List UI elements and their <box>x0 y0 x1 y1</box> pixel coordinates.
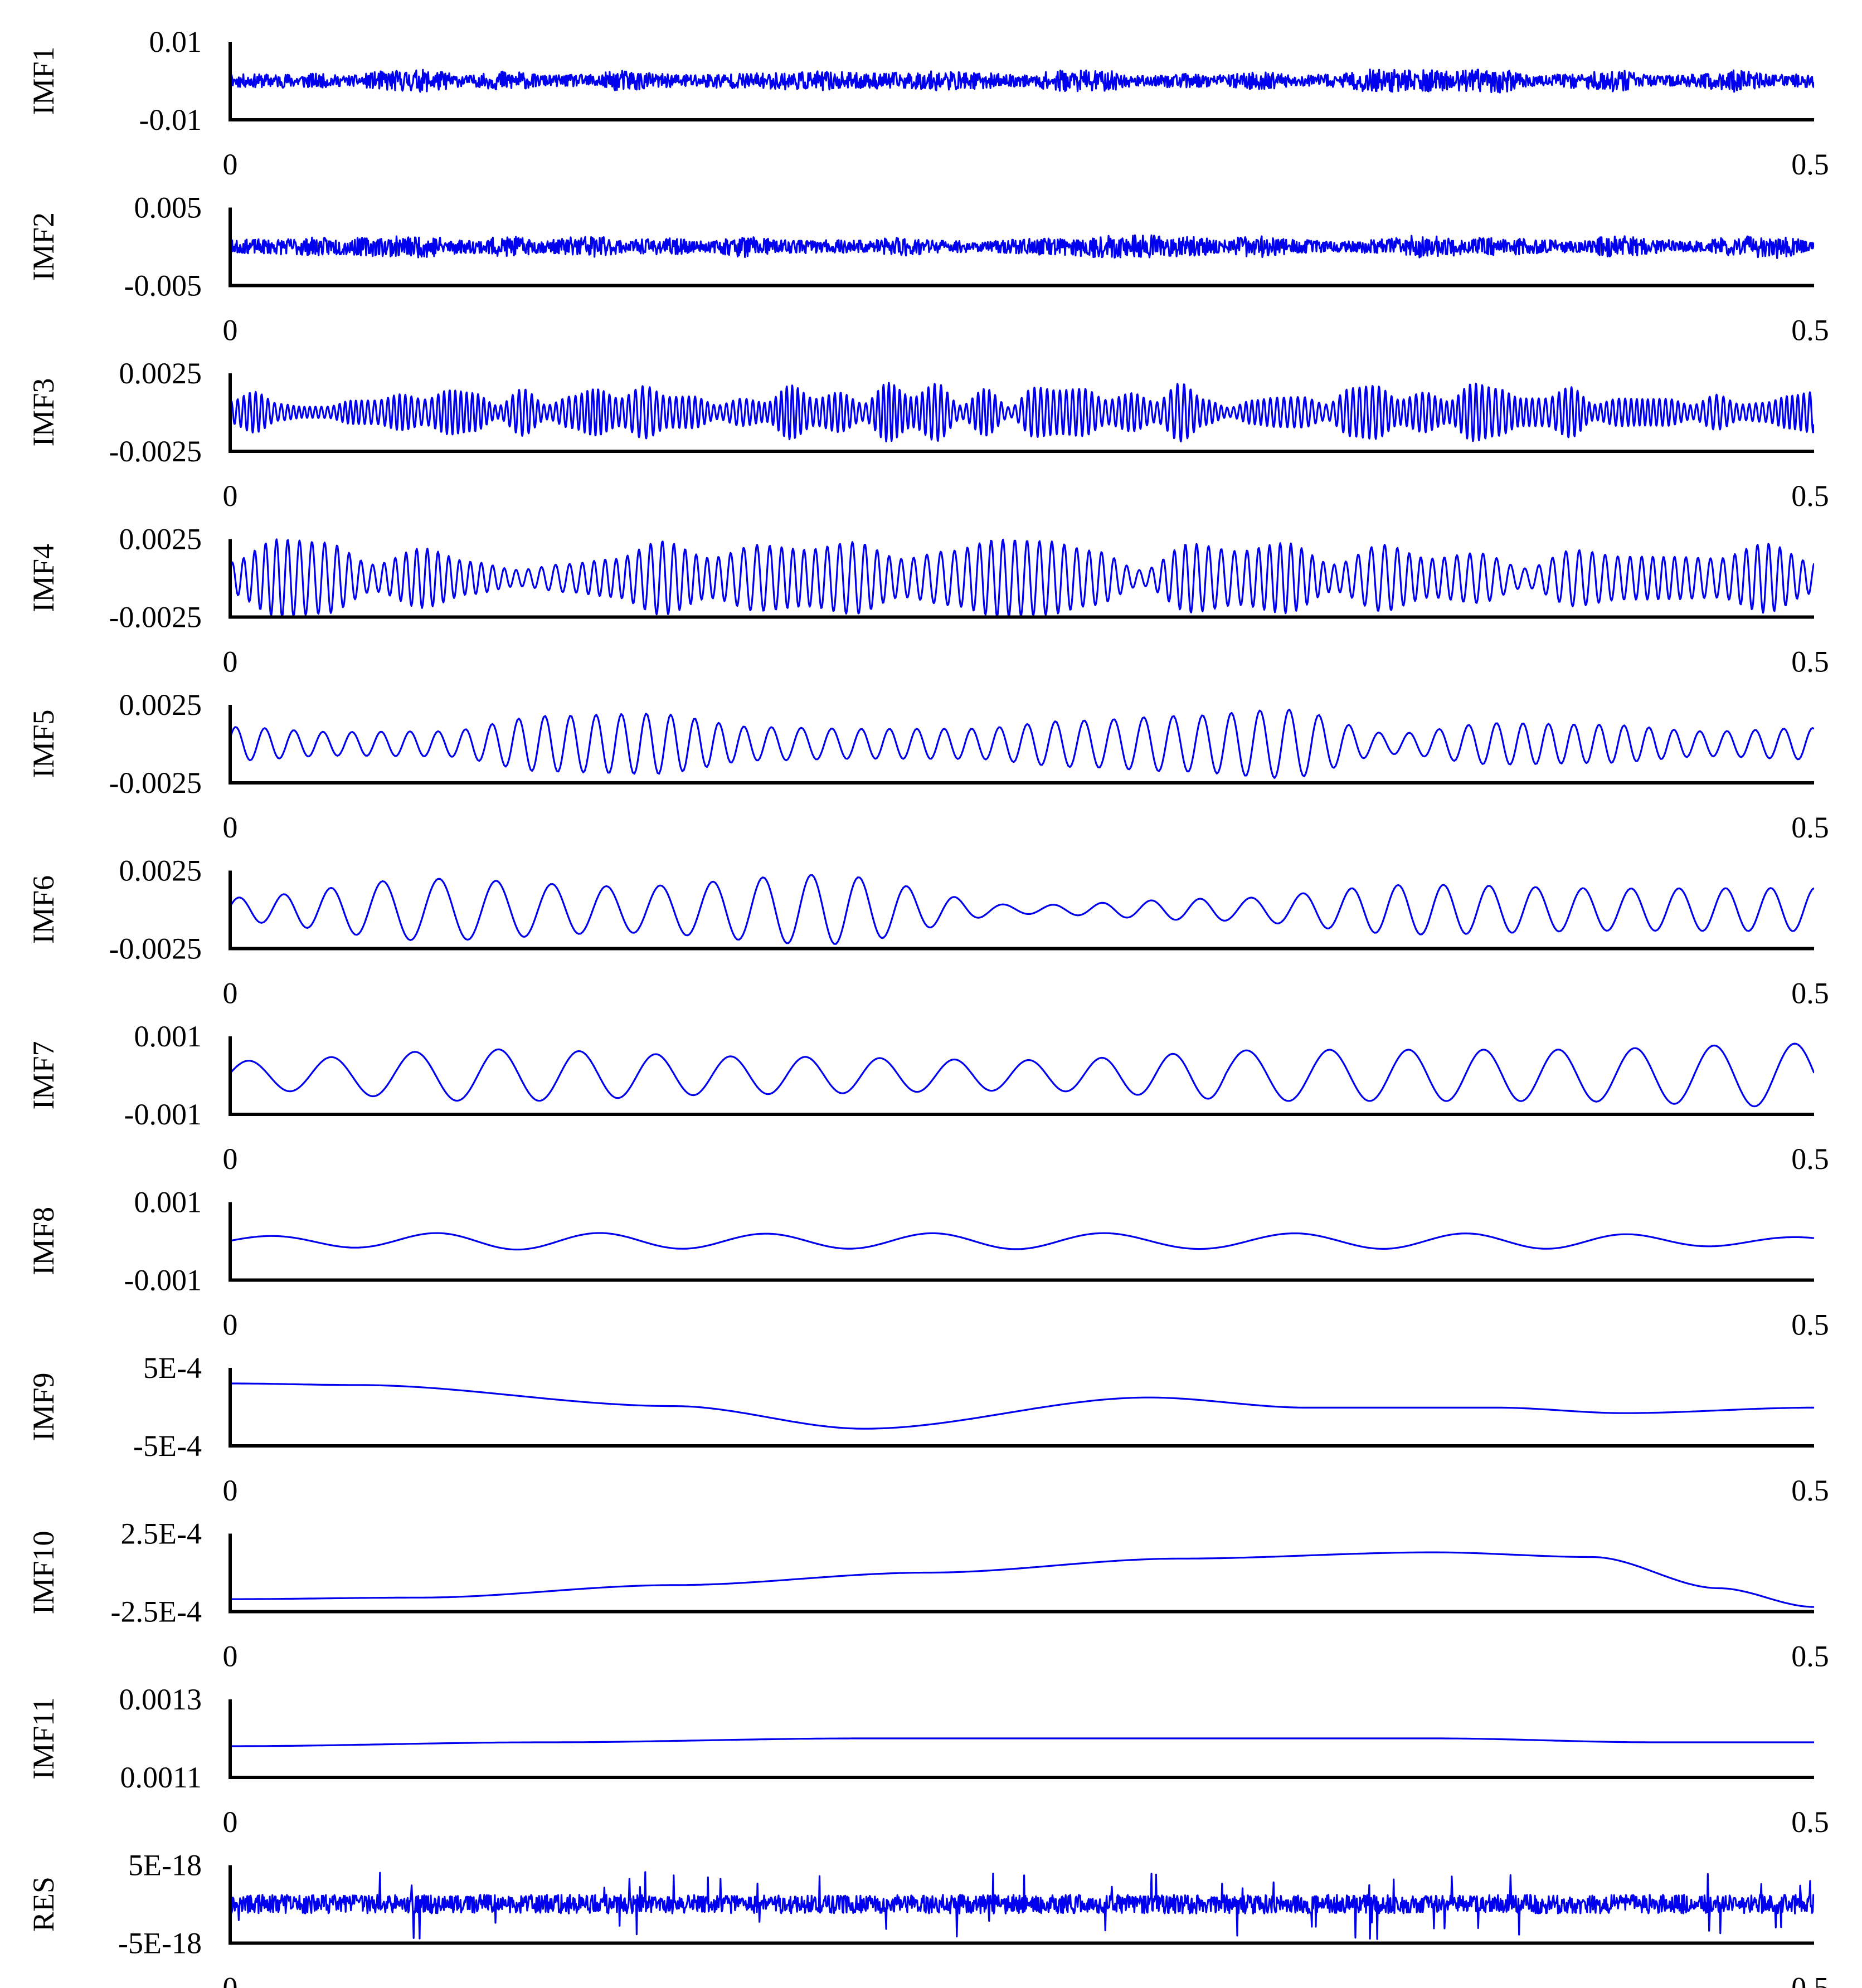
series-line-imf10 <box>230 1551 1814 1608</box>
y-tick-bottom-label: -2.5E-4 <box>111 1595 202 1629</box>
y-tick-bottom-label: 0.0011 <box>120 1761 202 1794</box>
x-tick-left-label: 0 <box>223 1971 238 1988</box>
series-line-imf3 <box>230 382 1814 442</box>
y-tick-top-label: 0.01 <box>149 25 202 59</box>
x-tick-right-label: 0.5 <box>1791 645 1829 679</box>
y-axis-label: IMF4 <box>27 544 60 612</box>
x-tick-right-label: 0.5 <box>1791 977 1829 1010</box>
y-tick-top-label: 0.0025 <box>119 357 202 390</box>
y-tick-top-label: 0.001 <box>134 1186 202 1219</box>
panel-imf10: 2.5E-4 -2.5E-4 0 0.5 IMF10 <box>27 1517 1829 1673</box>
panel-imf7: 0.001 -0.001 0 0.5 IMF7 <box>27 1020 1829 1176</box>
x-tick-left-label: 0 <box>223 645 238 679</box>
series-line-imf2 <box>230 234 1814 259</box>
y-axis-label: IMF8 <box>27 1207 60 1275</box>
series-line-imf9 <box>230 1382 1814 1430</box>
y-tick-bottom-label: -0.001 <box>124 1264 202 1297</box>
y-axis-label: IMF7 <box>27 1041 60 1109</box>
panel-imf6: 0.0025 -0.0025 0 0.5 IMF6 <box>27 854 1829 1010</box>
x-tick-right-label: 0.5 <box>1791 1805 1829 1839</box>
x-tick-left-label: 0 <box>223 1474 238 1507</box>
series-line-res <box>230 1871 1814 1940</box>
y-tick-bottom-label: -0.01 <box>139 103 202 137</box>
x-tick-right-label: 0.5 <box>1791 1142 1829 1176</box>
y-tick-bottom-label: -0.0025 <box>109 766 202 800</box>
y-axis-label: IMF6 <box>27 875 60 944</box>
series-line-imf5 <box>230 708 1814 779</box>
x-tick-left-label: 0 <box>223 148 238 181</box>
y-tick-top-label: 0.0025 <box>119 688 202 722</box>
panel-imf8: 0.001 -0.001 0 0.5 IMF8 <box>27 1186 1829 1342</box>
y-tick-top-label: 2.5E-4 <box>121 1517 202 1551</box>
series-line-imf11 <box>230 1737 1814 1747</box>
y-tick-bottom-label: -0.005 <box>124 269 202 303</box>
y-tick-top-label: 5E-4 <box>143 1351 202 1385</box>
panel-imf2: 0.005 -0.005 0 0.5 IMF2 <box>27 191 1829 347</box>
series-line-imf7 <box>230 1042 1814 1108</box>
panel-imf11: 0.0013 0.0011 0 0.5 IMF11 <box>27 1683 1829 1839</box>
y-tick-top-label: 5E-18 <box>128 1849 202 1882</box>
y-tick-top-label: 0.005 <box>134 191 202 225</box>
y-tick-top-label: 0.0013 <box>119 1683 202 1716</box>
panel-imf3: 0.0025 -0.0025 0 0.5 IMF3 <box>27 357 1829 513</box>
x-tick-right-label: 0.5 <box>1791 314 1829 347</box>
y-axis-label: IMF5 <box>27 709 60 778</box>
x-tick-right-label: 0.5 <box>1791 1308 1829 1342</box>
series-line-imf6 <box>230 874 1814 945</box>
y-tick-bottom-label: -0.001 <box>124 1098 202 1131</box>
y-axis-label: IMF10 <box>27 1531 60 1614</box>
x-tick-left-label: 0 <box>223 479 238 513</box>
y-tick-bottom-label: -5E-18 <box>118 1927 202 1960</box>
y-tick-top-label: 0.001 <box>134 1020 202 1053</box>
x-tick-left-label: 0 <box>223 1805 238 1839</box>
panel-imf5: 0.0025 -0.0025 0 0.5 IMF5 <box>27 688 1829 844</box>
y-tick-bottom-label: -0.0025 <box>109 601 202 634</box>
y-axis-label: IMF11 <box>27 1697 60 1780</box>
y-axis-label: IMF9 <box>27 1372 60 1441</box>
panel-imf1: 0.01 -0.01 0 0.5 IMF1 <box>27 25 1829 181</box>
x-tick-right-label: 0.5 <box>1791 479 1829 513</box>
series-line-imf8 <box>230 1232 1814 1251</box>
series-line-imf4 <box>230 538 1814 618</box>
y-axis-label: RES <box>27 1877 60 1932</box>
panel-imf9: 5E-4 -5E-4 0 0.5 IMF9 <box>27 1351 1829 1507</box>
y-tick-top-label: 0.0025 <box>119 854 202 888</box>
x-tick-left-label: 0 <box>223 314 238 347</box>
x-tick-left-label: 0 <box>223 1142 238 1176</box>
y-axis-label: IMF1 <box>27 46 60 115</box>
series-line-imf1 <box>230 69 1814 94</box>
panel-res: 5E-18 -5E-18 0 0.5 RES <box>27 1849 1829 1988</box>
x-tick-right-label: 0.5 <box>1791 1640 1829 1673</box>
x-tick-right-label: 0.5 <box>1791 1474 1829 1507</box>
panel-imf4: 0.0025 -0.0025 0 0.5 IMF4 <box>27 523 1829 679</box>
x-tick-right-label: 0.5 <box>1791 811 1829 844</box>
y-axis-label: IMF3 <box>27 378 60 446</box>
x-tick-left-label: 0 <box>223 1640 238 1673</box>
x-tick-left-label: 0 <box>223 811 238 844</box>
x-tick-right-label: 0.5 <box>1791 148 1829 181</box>
x-tick-left-label: 0 <box>223 977 238 1010</box>
y-axis-label: IMF2 <box>27 212 60 281</box>
x-tick-right-label: 0.5 <box>1791 1971 1829 1988</box>
y-tick-top-label: 0.0025 <box>119 523 202 556</box>
y-tick-bottom-label: -0.0025 <box>109 435 202 468</box>
x-tick-left-label: 0 <box>223 1308 238 1342</box>
y-tick-bottom-label: -5E-4 <box>133 1429 202 1463</box>
y-tick-bottom-label: -0.0025 <box>109 932 202 966</box>
